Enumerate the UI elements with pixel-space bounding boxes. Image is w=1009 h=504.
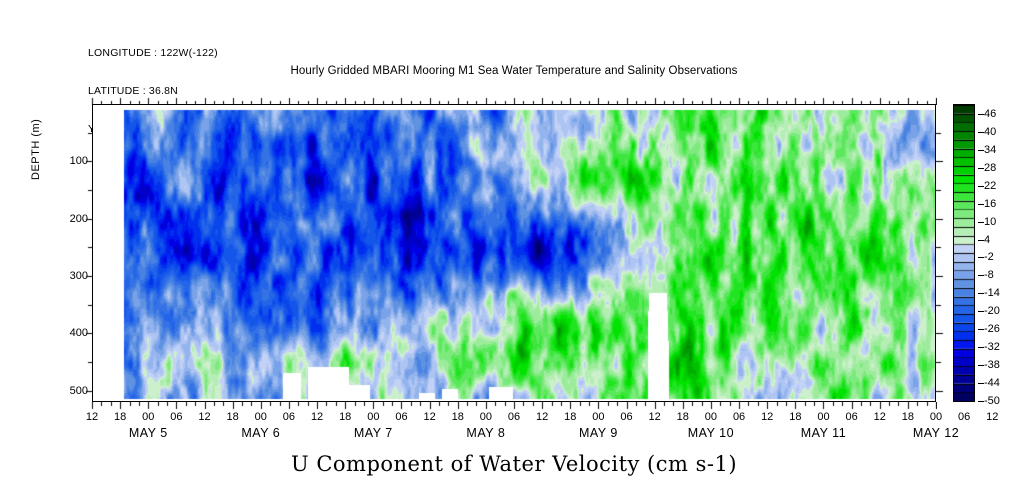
colorbar-tick-label: 22 — [984, 179, 997, 192]
x-hour-label: 00 — [254, 411, 267, 423]
colorbar-tick-label: -32 — [984, 341, 1000, 354]
colorbar-tick-label: 4 — [984, 233, 991, 246]
x-axis-hour-labels: 12 18 00 06 12 18 00 06 12 18 00 06 12 18 00 06 12 18 00 06… — [0, 411, 1009, 425]
y-tick-label: 400 — [69, 327, 88, 340]
left-axis-ticks — [85, 103, 93, 403]
velocity-field-canvas — [93, 105, 935, 401]
colorbar-tick-labels: 46 40 34 28 22 16 10 4 -2 -8 -14 -20 -26 -32 -38 -44 -50 — [978, 104, 1009, 407]
x-hour-label: 12 — [648, 411, 661, 423]
latitude-label: LATITUDE : 36.8N — [88, 84, 178, 97]
x-hour-label: 06 — [170, 411, 183, 423]
x-hour-label: 06 — [732, 411, 746, 423]
x-hour-label: 12 — [198, 411, 211, 423]
colorbar-tick-label: -2 — [984, 251, 994, 264]
x-day-label: MAY 7 — [353, 426, 393, 440]
colorbar-tick-mark — [978, 383, 984, 385]
colorbar-tick-mark — [978, 149, 984, 151]
chart-title: Hourly Gridded MBARI Mooring M1 Sea Wate… — [290, 65, 738, 77]
y-tick-label: 500 — [69, 384, 88, 397]
x-axis-title: U Component of Water Velocity (cm s-1) — [290, 452, 738, 476]
colorbar-tick-mark — [978, 347, 984, 349]
colorbar-tick-mark — [978, 131, 984, 133]
x-hour-label: 00 — [592, 411, 605, 423]
colorbar-tick-mark — [978, 203, 984, 205]
colorbar-tick-mark — [978, 257, 984, 259]
x-hour-label: 12 — [423, 411, 436, 423]
colorbar-tick-mark — [978, 167, 984, 169]
x-hour-label: 12 — [310, 411, 324, 423]
x-hour-label: 06 — [958, 411, 971, 423]
top-axis-ticks — [91, 97, 937, 105]
bottom-axis-ticks — [91, 402, 937, 411]
x-hour-label: 18 — [339, 411, 352, 423]
x-day-label: MAY 5 — [128, 426, 168, 440]
colorbar-tick-label: -14 — [984, 287, 1000, 300]
colorbar-tick-label: 16 — [984, 197, 997, 210]
y-tick-label: 100 — [69, 155, 88, 168]
x-day-label: MAY 8 — [466, 426, 506, 440]
contour-plot-area — [92, 104, 936, 402]
x-hour-label: 18 — [676, 411, 689, 423]
colorbar-tick-label: 34 — [984, 143, 997, 156]
x-hour-label: 12 — [761, 411, 774, 423]
x-day-label: MAY 12 — [912, 426, 960, 440]
colorbar-tick-mark — [978, 221, 984, 223]
x-hour-label: 12 — [536, 411, 549, 423]
colorbar-canvas — [954, 105, 974, 401]
colorbar-tick-label: -20 — [984, 305, 1000, 318]
right-axis-ticks — [936, 103, 944, 403]
x-day-label: MAY 11 — [800, 426, 847, 440]
colorbar-tick-mark — [978, 239, 984, 241]
y-axis-tick-labels: 100 200 300 400 500 — [20, 104, 88, 402]
colorbar-tick-mark — [978, 365, 984, 367]
colorbar-tick-mark — [978, 185, 984, 187]
colorbar-tick-label: 40 — [984, 125, 997, 138]
x-hour-label: 00 — [142, 411, 155, 423]
x-hour-label: 00 — [367, 411, 380, 423]
colorbar-tick-mark — [978, 113, 984, 115]
x-hour-label: 18 — [451, 411, 464, 423]
colorbar-tick-label: 10 — [984, 215, 997, 228]
x-hour-label: 12 — [873, 411, 886, 423]
x-day-label: MAY 10 — [687, 426, 735, 440]
colorbar-tick-label: 28 — [984, 161, 997, 174]
colorbar-tick-label: -8 — [984, 269, 994, 282]
colorbar-tick-label: -44 — [984, 377, 1000, 390]
x-hour-label: 18 — [789, 411, 802, 423]
colorbar-tick-label: -26 — [984, 323, 1000, 336]
x-hour-label: 18 — [226, 411, 239, 423]
x-hour-label: 18 — [564, 411, 577, 423]
x-hour-label: 12 — [986, 411, 999, 423]
colorbar-tick-label: 46 — [984, 107, 997, 120]
x-hour-label: 06 — [845, 411, 858, 423]
x-hour-label: 00 — [817, 411, 830, 423]
x-hour-label: 18 — [901, 411, 914, 423]
colorbar-tick-mark — [978, 293, 984, 295]
colorbar-tick-mark — [978, 329, 984, 331]
x-hour-label: 06 — [282, 411, 296, 423]
x-hour-label: 00 — [704, 411, 718, 423]
y-tick-label: 300 — [69, 269, 88, 282]
x-day-label: MAY 9 — [578, 426, 618, 440]
x-hour-label: 00 — [479, 411, 492, 423]
y-tick-label: 200 — [69, 212, 88, 225]
x-hour-label: 12 — [85, 411, 99, 423]
x-hour-label: 06 — [395, 411, 408, 423]
colorbar-tick-label: -38 — [984, 359, 1000, 372]
longitude-label: LONGITUDE : 122W(-122) — [88, 47, 218, 60]
colorbar-tick-label: -50 — [984, 395, 1000, 407]
x-hour-label: 18 — [114, 411, 127, 423]
colorbar-tick-mark — [978, 311, 984, 313]
x-axis-day-labels: MAY 5 MAY 6 MAY 7 MAY 8 MAY 9 MAY 10 MAY 11 MAY… — [0, 426, 1009, 444]
x-hour-label: 06 — [507, 411, 521, 423]
x-day-label: MAY 6 — [241, 426, 281, 440]
colorbar-tick-mark — [978, 275, 984, 277]
colorbar-tick-mark — [978, 401, 984, 402]
x-hour-label: 00 — [929, 411, 943, 423]
colorbar — [953, 104, 975, 402]
x-hour-label: 06 — [620, 411, 633, 423]
